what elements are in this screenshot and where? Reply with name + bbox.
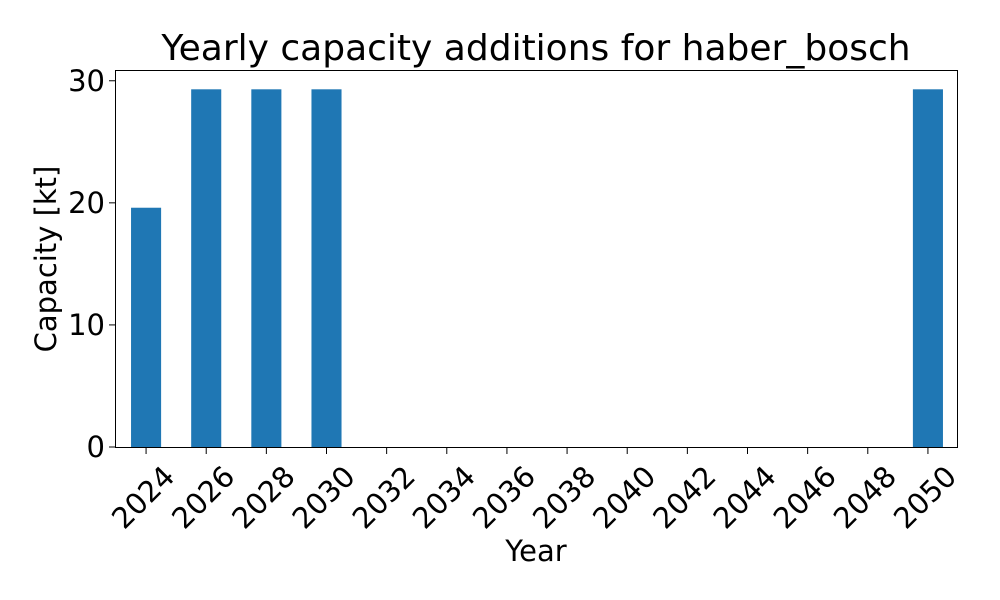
x-tick-label: 2038	[526, 459, 602, 535]
chart-title: Yearly capacity additions for haber_bosc…	[160, 28, 910, 69]
x-tick-label: 2042	[646, 459, 722, 535]
y-tick-label: 30	[68, 64, 105, 98]
x-axis: 2024202620282030203220342036203820402042…	[105, 447, 963, 535]
x-tick-label: 2026	[165, 459, 241, 535]
x-tick-label: 2032	[346, 459, 422, 535]
bar-2050	[912, 89, 943, 447]
x-tick-label: 2028	[225, 459, 301, 535]
bar-2024	[131, 207, 162, 447]
y-tick-label: 10	[68, 308, 105, 342]
x-tick-label: 2024	[105, 459, 181, 535]
bar-2028	[251, 89, 282, 447]
bar-2026	[191, 89, 222, 447]
x-tick-label: 2030	[285, 459, 361, 535]
y-tick-label: 0	[87, 430, 105, 464]
x-tick-label: 2046	[767, 459, 843, 535]
plot-frame	[115, 70, 958, 448]
y-tick-label: 20	[68, 186, 105, 220]
y-axis-label: Capacity [kt]	[29, 166, 63, 353]
y-axis: 0 10 20 30	[68, 64, 116, 464]
x-tick-label: 2044	[706, 459, 782, 535]
bars-group	[131, 89, 943, 447]
x-tick-label: 2036	[466, 459, 542, 535]
x-axis-label: Year	[504, 534, 566, 568]
bar-2030	[311, 89, 342, 447]
x-tick-label: 2050	[887, 459, 963, 535]
x-tick-label: 2034	[406, 459, 482, 535]
x-tick-label: 2048	[827, 459, 903, 535]
x-tick-label: 2040	[586, 459, 662, 535]
